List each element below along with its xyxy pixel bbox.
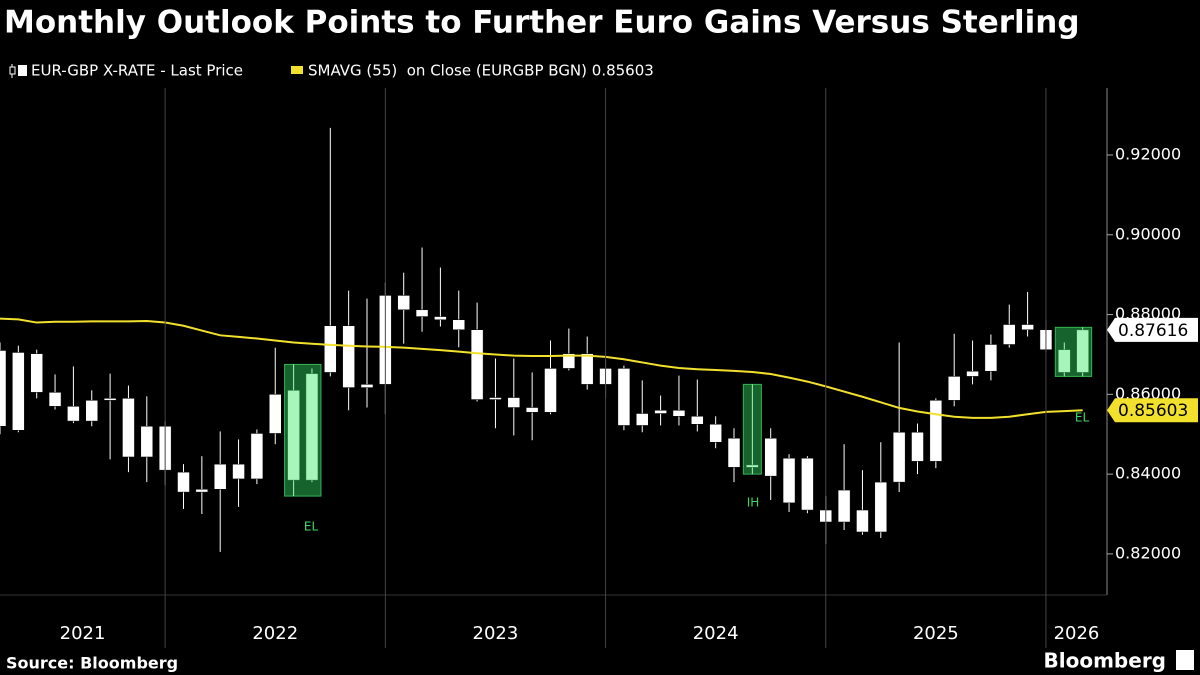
y-tick-label: 0.92000 bbox=[1115, 145, 1181, 164]
candle-body bbox=[580, 353, 594, 385]
candle-body bbox=[911, 431, 924, 462]
candle-body bbox=[837, 489, 851, 523]
candle-body bbox=[195, 489, 209, 493]
candle-body bbox=[232, 463, 245, 480]
x-tick-label: 2024 bbox=[693, 623, 739, 644]
x-tick-label: 2021 bbox=[60, 623, 106, 644]
annotation: EL bbox=[304, 520, 319, 534]
value-tag-label: 0.87616 bbox=[1118, 321, 1188, 341]
candle-body bbox=[984, 344, 998, 372]
x-tick-label: 2023 bbox=[473, 623, 519, 644]
candle-body bbox=[30, 353, 43, 393]
legend: EUR-GBP X-RATE - Last Price SMAVG (55) o… bbox=[9, 62, 654, 80]
candle-body bbox=[1076, 329, 1089, 373]
candle-body bbox=[122, 398, 135, 458]
candle-body bbox=[305, 373, 319, 481]
legend-icon bbox=[18, 65, 27, 76]
candle-body bbox=[525, 407, 539, 413]
candle-body bbox=[287, 390, 300, 481]
candle-body bbox=[342, 325, 355, 388]
candle-body bbox=[764, 437, 777, 477]
x-tick-label: 2022 bbox=[252, 623, 298, 644]
annotation: IH bbox=[747, 496, 760, 510]
candle-body bbox=[746, 464, 759, 468]
plot-area bbox=[0, 127, 1093, 552]
candle-body bbox=[709, 424, 722, 443]
candle-body bbox=[48, 392, 62, 407]
candle-body bbox=[672, 410, 686, 417]
legend-label: SMAVG (55) on Close (EURGBP BGN) 0.85603 bbox=[308, 62, 654, 80]
candle-body bbox=[434, 316, 447, 321]
sma-line bbox=[0, 317, 1083, 419]
chart-title: Monthly Outlook Points to Further Euro G… bbox=[4, 5, 1080, 41]
x-tick-label: 2025 bbox=[913, 623, 959, 644]
candle-body bbox=[1058, 349, 1071, 373]
candle-body bbox=[929, 400, 943, 462]
candle-body bbox=[12, 352, 25, 431]
candle-body bbox=[1021, 324, 1034, 330]
source: Source: Bloomberg bbox=[6, 654, 178, 673]
candle-body bbox=[947, 376, 961, 401]
value-tag-label: 0.85603 bbox=[1118, 401, 1188, 421]
annotation: EL bbox=[1075, 411, 1090, 425]
candle-body bbox=[727, 437, 741, 468]
candle-body bbox=[360, 384, 374, 388]
y-tick-label: 0.82000 bbox=[1115, 543, 1181, 562]
candle-body bbox=[452, 319, 465, 330]
candle-body bbox=[544, 368, 557, 413]
x-tick-label: 2026 bbox=[1054, 623, 1100, 644]
candle-body bbox=[415, 309, 429, 317]
candle-body bbox=[213, 463, 227, 490]
legend-label: EUR-GBP X-RATE - Last Price bbox=[31, 62, 243, 80]
candle-body bbox=[0, 350, 7, 427]
brand-icon bbox=[1176, 650, 1194, 670]
candle-body bbox=[269, 394, 282, 434]
candle-body bbox=[470, 329, 484, 400]
candle-body bbox=[801, 457, 814, 511]
value-tag bbox=[1107, 317, 1198, 342]
candle-body bbox=[654, 410, 667, 414]
y-tick-label: 0.86000 bbox=[1115, 384, 1181, 403]
y-tick-label: 0.90000 bbox=[1115, 224, 1181, 243]
candle-body bbox=[892, 431, 906, 483]
candle-body bbox=[617, 368, 631, 426]
candle-body bbox=[691, 416, 704, 425]
legend-icon bbox=[291, 66, 303, 74]
candle-body bbox=[103, 398, 117, 401]
candle-body bbox=[67, 406, 80, 422]
candle-body bbox=[562, 353, 576, 369]
legend-icon bbox=[9, 66, 16, 75]
candle-body bbox=[856, 509, 869, 533]
candle-body bbox=[250, 433, 264, 480]
candle-body bbox=[489, 397, 502, 400]
candle-body bbox=[636, 413, 649, 426]
candle-body bbox=[782, 457, 796, 504]
candle-body bbox=[966, 370, 979, 377]
brand: Bloomberg bbox=[1044, 649, 1166, 673]
candle-body bbox=[397, 295, 410, 311]
candle-body bbox=[177, 471, 190, 493]
candle-body bbox=[140, 426, 154, 458]
y-tick-label: 0.84000 bbox=[1115, 464, 1181, 483]
candle-body bbox=[507, 397, 521, 408]
candle-body bbox=[85, 400, 98, 422]
candle-body bbox=[874, 481, 888, 533]
value-tag bbox=[1107, 398, 1198, 423]
candle-body bbox=[324, 325, 337, 373]
candle-body bbox=[1003, 324, 1016, 345]
